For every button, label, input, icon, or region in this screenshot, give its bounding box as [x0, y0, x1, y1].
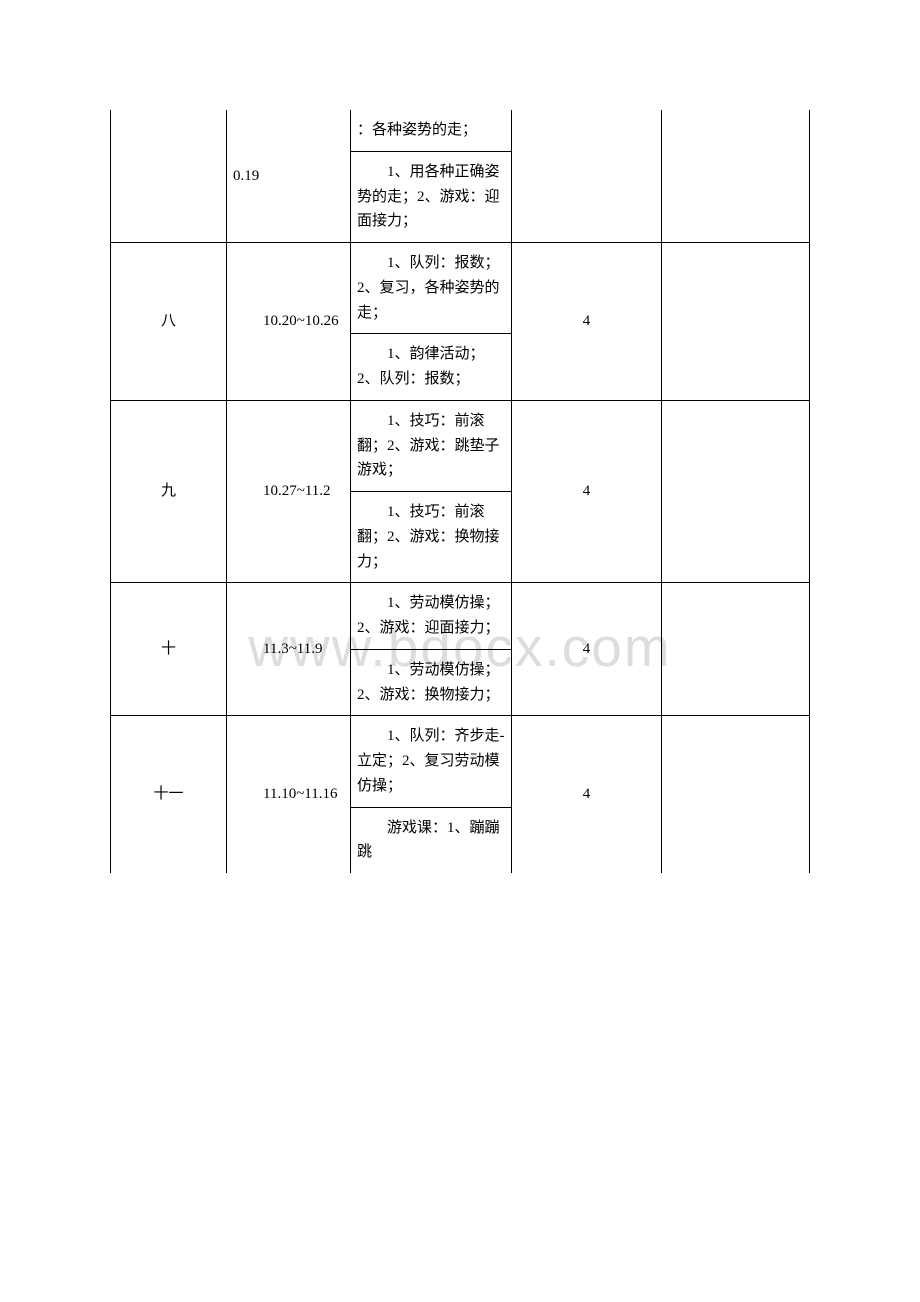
cell-hours: 4 — [512, 400, 662, 583]
cell-content: ：各种姿势的走； — [351, 110, 512, 151]
cell-date: 11.3~11.9 — [227, 583, 351, 716]
cell-date: 10.27~11.2 — [227, 400, 351, 583]
cell-note — [662, 243, 810, 401]
cell-date: 0.19 — [227, 110, 351, 243]
cell-content: 1、技巧：前滚翻；2、游戏：换物接力； — [351, 492, 512, 583]
cell-content: 游戏课：1、蹦蹦跳 — [351, 807, 512, 873]
cell-note — [662, 716, 810, 873]
table-row: 八 10.20~10.26 1、队列：报数；2、复习，各种姿势的走； 4 — [111, 243, 810, 334]
table-row: 九 10.27~11.2 1、技巧：前滚翻；2、游戏：跳垫子游戏； 4 — [111, 400, 810, 491]
cell-content: 1、韵律活动；2、队列：报数； — [351, 334, 512, 401]
cell-content: 1、劳动模仿操；2、游戏：迎面接力； — [351, 583, 512, 650]
cell-date: 11.10~11.16 — [227, 716, 351, 873]
cell-week: 十一 — [111, 716, 227, 873]
cell-note — [662, 110, 810, 243]
table-body: 0.19 ：各种姿势的走； 1、用各种正确姿势的走；2、游戏：迎面接力； 八 1… — [111, 110, 810, 873]
table-row: 十一 11.10~11.16 1、队列：齐步走-立定；2、复习劳动模仿操； 4 — [111, 716, 810, 807]
cell-content: 1、队列：报数；2、复习，各种姿势的走； — [351, 243, 512, 334]
cell-week: 十 — [111, 583, 227, 716]
cell-content: 1、队列：齐步走-立定；2、复习劳动模仿操； — [351, 716, 512, 807]
cell-content: 1、技巧：前滚翻；2、游戏：跳垫子游戏； — [351, 400, 512, 491]
cell-content: 1、劳动模仿操；2、游戏：换物接力； — [351, 649, 512, 716]
table-row: 十 11.3~11.9 1、劳动模仿操；2、游戏：迎面接力； 4 — [111, 583, 810, 650]
cell-week: 九 — [111, 400, 227, 583]
cell-hours: 4 — [512, 716, 662, 873]
cell-note — [662, 583, 810, 716]
cell-week: 八 — [111, 243, 227, 401]
cell-hours: 4 — [512, 243, 662, 401]
table-row: 0.19 ：各种姿势的走； — [111, 110, 810, 151]
schedule-table: 0.19 ：各种姿势的走； 1、用各种正确姿势的走；2、游戏：迎面接力； 八 1… — [110, 110, 810, 873]
cell-hours: 4 — [512, 583, 662, 716]
cell-content: 1、用各种正确姿势的走；2、游戏：迎面接力； — [351, 151, 512, 242]
cell-date: 10.20~10.26 — [227, 243, 351, 401]
cell-note — [662, 400, 810, 583]
cell-hours — [512, 110, 662, 243]
cell-week — [111, 110, 227, 243]
